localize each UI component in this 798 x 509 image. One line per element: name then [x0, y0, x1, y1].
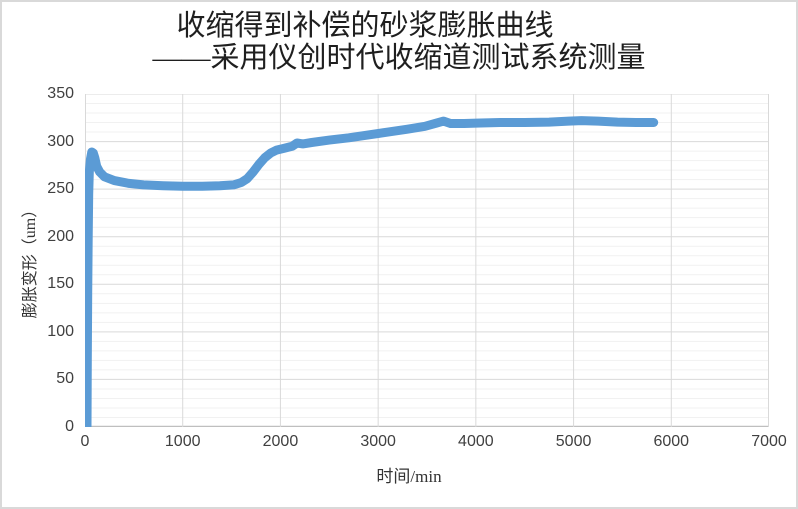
x-tick-label: 5000: [555, 433, 592, 450]
x-tick-label: 1000: [164, 433, 201, 450]
y-tick-label: 350: [47, 85, 74, 102]
chart-title-line2: ——采用仪创时代收缩道测试系统测量: [152, 42, 646, 74]
y-tick-label: 250: [47, 180, 74, 198]
x-tick-label: 3000: [360, 433, 396, 450]
y-tick-label: 300: [47, 132, 74, 150]
y-tick-label: 150: [47, 275, 74, 293]
x-tick-label: 7000: [751, 433, 787, 450]
y-tick-label: 100: [47, 322, 74, 340]
x-axis-title: 时间/min: [376, 467, 442, 486]
y-tick-label: 0: [65, 418, 74, 435]
x-tick-label: 2000: [262, 433, 299, 450]
x-tick-label: 0: [80, 433, 90, 450]
plot-area: [85, 94, 769, 427]
data-series-line: [85, 116, 659, 427]
chart-title: 收缩得到补偿的砂浆膨胀曲线 ——采用仪创时代收缩道测试系统测量: [2, 10, 796, 74]
x-tick-label: 6000: [653, 433, 690, 450]
y-tick-label: 200: [47, 227, 74, 245]
x-tick-label: 4000: [458, 433, 494, 450]
y-tick-label: 50: [56, 370, 74, 388]
y-axis-title-text: 膨胀变形（um）: [22, 201, 39, 319]
chart-title-line1: 收缩得到补偿的砂浆膨胀曲线: [176, 10, 554, 42]
